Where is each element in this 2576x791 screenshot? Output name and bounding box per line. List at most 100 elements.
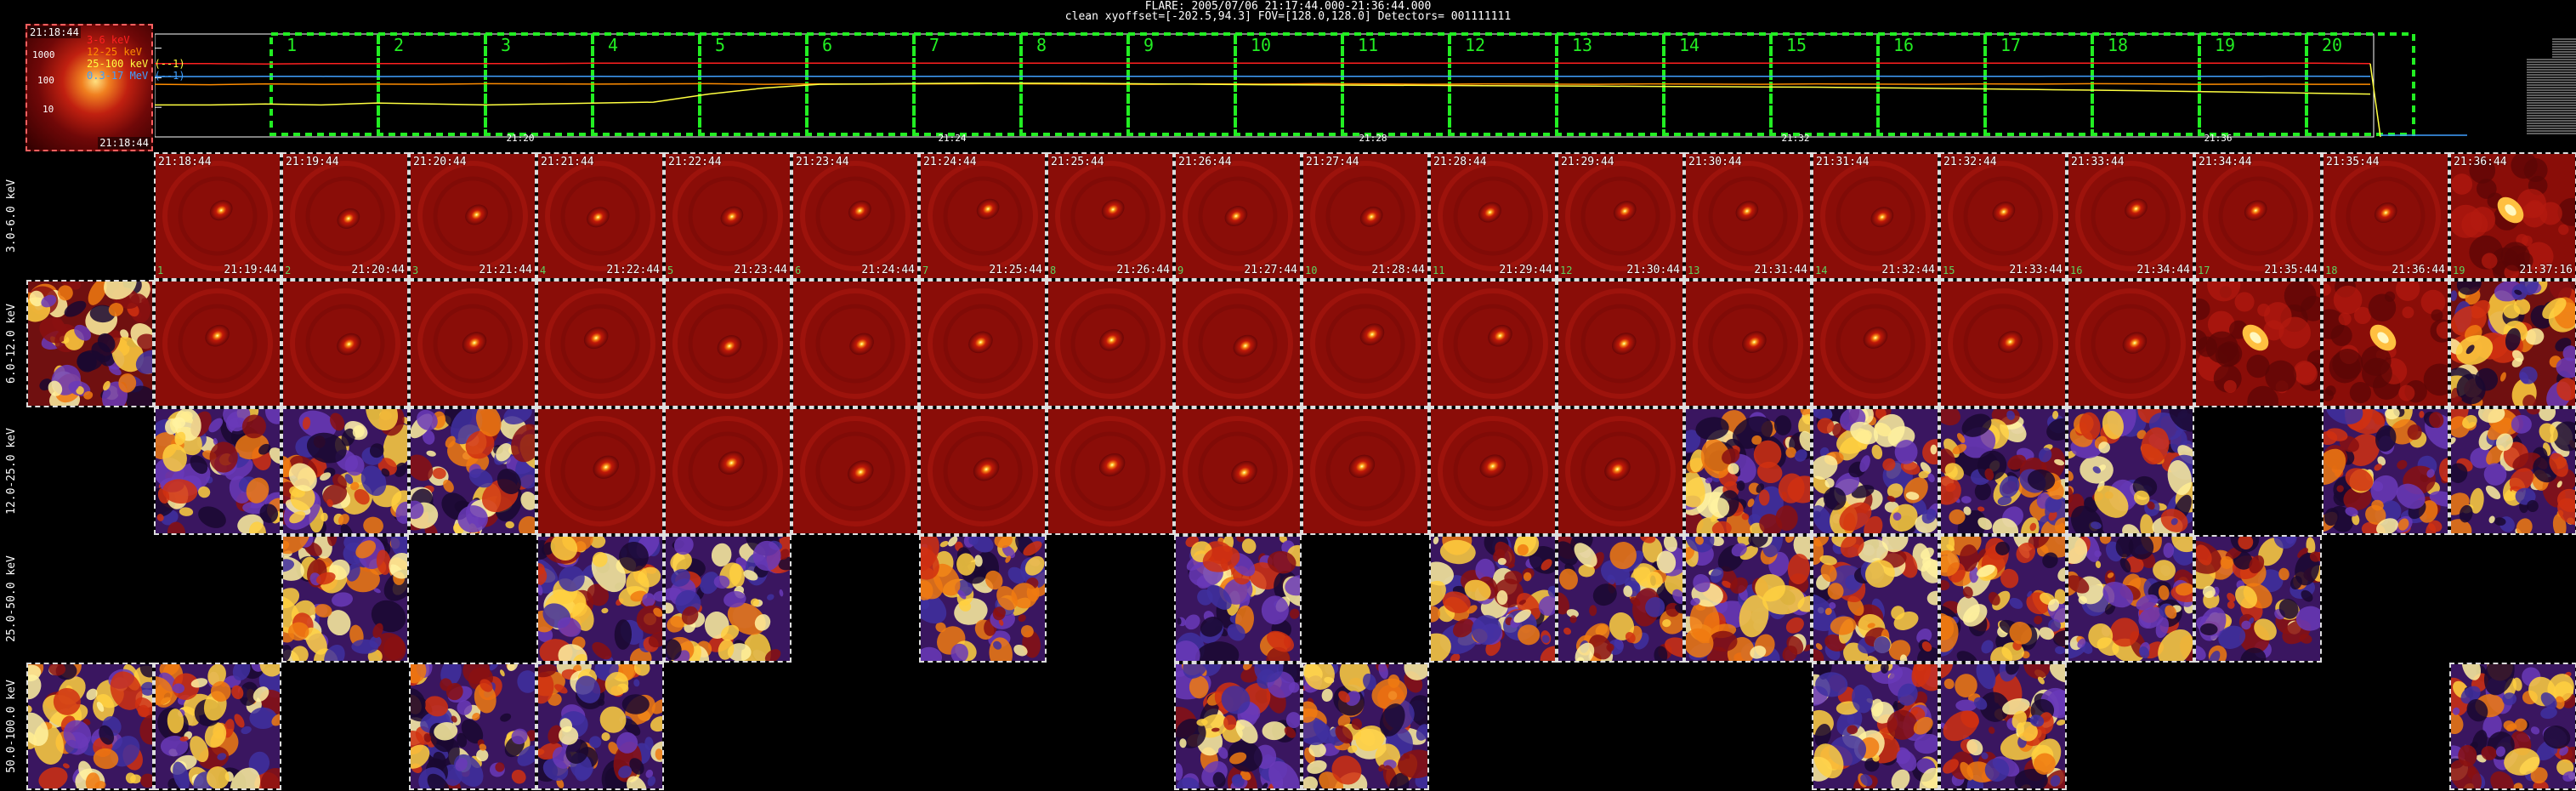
image-cell[interactable] [1684,407,1812,535]
image-cell[interactable] [1684,535,1812,663]
image-cell[interactable]: 21:36:44 21:37:16 19 [2449,152,2576,280]
image-cell[interactable] [1174,280,1302,407]
legend-entry: 12-25 keV [87,46,143,58]
image-cell[interactable] [1047,407,1174,535]
image-cell[interactable] [1939,663,2067,790]
image-cell[interactable] [1812,663,1939,790]
image-cell[interactable] [2194,535,2322,663]
image-cell[interactable] [26,280,154,407]
image-cell[interactable] [1939,535,2067,663]
image-cell[interactable] [919,280,1047,407]
image-cell[interactable] [26,663,154,790]
image-cell[interactable]: 21:18:44 21:19:44 1 [154,152,281,280]
image-cell[interactable]: 21:30:44 21:31:44 13 [1684,152,1812,280]
image-cell[interactable]: 21:25:44 21:26:44 8 [1047,152,1174,280]
image-cell[interactable] [2449,407,2576,535]
image-cell[interactable] [1812,280,1939,407]
image-cell[interactable] [154,663,281,790]
image-cell[interactable] [919,535,1047,663]
image-cell[interactable]: 21:22:44 21:23:44 5 [664,152,792,280]
image-cell[interactable] [1812,407,1939,535]
image-cell[interactable]: 21:32:44 21:33:44 15 [1939,152,2067,280]
interval-label: 6 [822,35,832,55]
image-cell[interactable] [154,407,281,535]
image-cell[interactable] [2449,663,2576,790]
x-tick-label: 21:20 [506,133,534,141]
image-cell-map [1176,409,1300,533]
image-cell-map [1813,154,1938,278]
image-cell[interactable] [409,407,536,535]
cell-interval-index: 17 [2198,265,2210,276]
image-cell[interactable]: 21:28:44 21:29:44 11 [1429,152,1557,280]
image-cell[interactable] [1174,407,1302,535]
image-cell-map [1558,154,1682,278]
image-cell[interactable]: 21:26:44 21:27:44 9 [1174,152,1302,280]
image-cell[interactable] [1174,535,1302,663]
image-cell[interactable]: 21:23:44 21:24:44 6 [792,152,919,280]
interval-label: 12 [1465,35,1485,55]
image-cell[interactable] [1939,280,2067,407]
image-cell[interactable]: 21:24:44 21:25:44 7 [919,152,1047,280]
lightcurve-panel: 1 2 3 4 5 6 7 8 9 10 11 12 13 14 15 16 17 18 19 20 21:20 21:2… [155,31,2576,141]
image-cell[interactable] [281,535,409,663]
image-cell[interactable]: 21:19:44 21:20:44 2 [281,152,409,280]
image-cell[interactable] [792,407,919,535]
image-cell[interactable] [919,407,1047,535]
image-cell-map [538,664,662,788]
series-end-drop [2369,63,2381,138]
image-cell[interactable] [664,407,792,535]
image-cell[interactable] [536,663,664,790]
image-cell[interactable]: 21:33:44 21:34:44 16 [2067,152,2194,280]
image-cell[interactable] [1174,663,1302,790]
image-cell[interactable] [1557,280,1684,407]
image-cell[interactable] [1302,663,1429,790]
interval-box[interactable]: 20 [2305,32,2415,136]
image-cell[interactable] [1557,535,1684,663]
thumbnail-image[interactable]: 21:18:44 21:18:44 [26,24,153,151]
image-cell[interactable]: 21:29:44 21:30:44 12 [1557,152,1684,280]
image-cell[interactable] [1812,535,1939,663]
image-cell[interactable]: 21:35:44 21:36:44 18 [2322,152,2449,280]
image-cell[interactable]: 21:31:44 21:32:44 14 [1812,152,1939,280]
image-cell-map [1813,537,1938,661]
image-cell[interactable] [2067,535,2194,663]
image-cell[interactable] [1429,280,1557,407]
image-cell[interactable] [409,280,536,407]
image-cell[interactable] [664,535,792,663]
image-cell[interactable] [1302,407,1429,535]
image-cell[interactable] [2067,407,2194,535]
image-cell[interactable] [409,663,536,790]
image-cell-map [1558,409,1682,533]
thumbnail-time-top: 21:18:44 [28,26,81,38]
image-cell[interactable] [1429,407,1557,535]
image-cell[interactable] [1557,407,1684,535]
image-cell[interactable] [1047,280,1174,407]
image-cell[interactable] [281,280,409,407]
image-cell[interactable] [536,407,664,535]
image-cell[interactable] [154,280,281,407]
image-cell[interactable] [536,280,664,407]
image-cell[interactable]: 21:21:44 21:22:44 4 [536,152,664,280]
image-cell[interactable] [1429,535,1557,663]
image-cell[interactable]: 21:27:44 21:28:44 10 [1302,152,1429,280]
image-cell[interactable]: 21:20:44 21:21:44 3 [409,152,536,280]
image-cell-map [1431,154,1555,278]
image-cell-map [1176,664,1300,788]
image-cell[interactable] [2322,407,2449,535]
image-cell-map [156,409,280,533]
image-cell[interactable] [1684,280,1812,407]
image-cell[interactable] [536,535,664,663]
image-cell[interactable] [2067,280,2194,407]
image-cell[interactable] [2322,280,2449,407]
image-cell[interactable] [664,280,792,407]
image-cell[interactable] [1939,407,2067,535]
image-cell[interactable]: 21:34:44 21:35:44 17 [2194,152,2322,280]
image-cell[interactable] [281,407,409,535]
image-cell[interactable] [2449,280,2576,407]
cell-interval-index: 15 [1943,265,1955,276]
image-cell[interactable] [792,280,919,407]
image-cell[interactable] [1302,280,1429,407]
cell-interval-index: 2 [285,265,292,276]
image-cell[interactable] [2194,280,2322,407]
